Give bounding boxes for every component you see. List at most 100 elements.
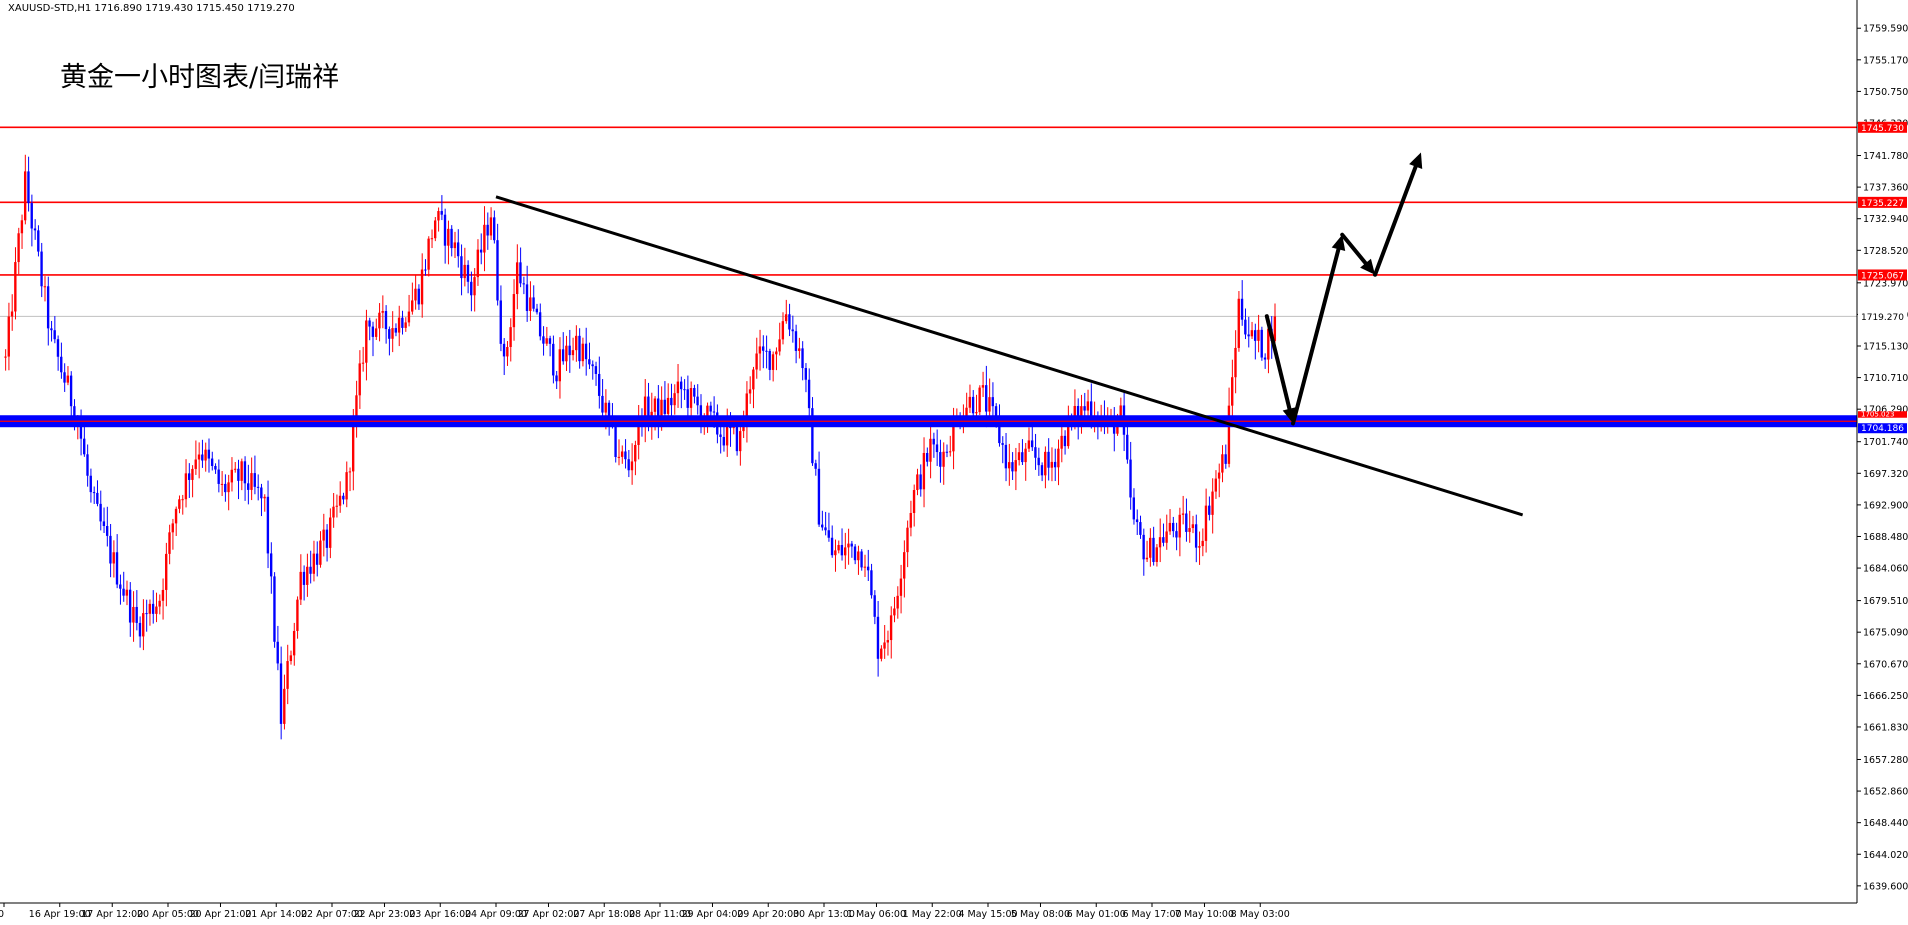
candle-body bbox=[322, 529, 325, 541]
candle-body bbox=[332, 506, 335, 518]
candle-body bbox=[132, 606, 135, 623]
candle-body bbox=[66, 375, 69, 383]
candle-body bbox=[771, 354, 775, 370]
candle-body bbox=[325, 529, 329, 548]
candle-body bbox=[63, 372, 66, 383]
candle-body bbox=[204, 449, 207, 461]
candle-body bbox=[53, 330, 56, 340]
candle-body bbox=[522, 283, 525, 285]
candle-body bbox=[348, 471, 352, 473]
candle-body bbox=[424, 269, 427, 271]
candle-body bbox=[115, 552, 119, 585]
candle-body bbox=[315, 553, 319, 565]
candle-body bbox=[1014, 460, 1017, 472]
candle-body bbox=[591, 364, 594, 367]
candle-body bbox=[906, 527, 909, 553]
candle-body bbox=[329, 517, 332, 548]
candle-body bbox=[883, 642, 886, 649]
candle-body bbox=[1188, 528, 1191, 532]
candle-body bbox=[679, 381, 683, 390]
candle-body bbox=[945, 451, 949, 453]
time-tick-label: 6 May 17:00 bbox=[1122, 909, 1181, 920]
candle-body bbox=[1073, 405, 1076, 419]
candle-body bbox=[1273, 316, 1277, 341]
candle-body bbox=[666, 397, 670, 414]
candle-body bbox=[742, 424, 745, 432]
candle-body bbox=[657, 398, 660, 423]
price-tick-label: 1710.710 bbox=[1863, 373, 1908, 384]
candle-body bbox=[834, 550, 837, 556]
candle-body bbox=[1067, 415, 1070, 447]
candle-body bbox=[14, 262, 17, 312]
candle-body bbox=[73, 406, 76, 424]
candle-body bbox=[925, 452, 929, 462]
candle-body bbox=[588, 359, 591, 365]
candle-body bbox=[1214, 478, 1217, 492]
candle-body bbox=[1037, 457, 1040, 466]
candle-body bbox=[292, 630, 296, 656]
candle-body bbox=[1155, 547, 1158, 562]
candle-body bbox=[637, 415, 640, 445]
price-tick-label: 1737.360 bbox=[1863, 183, 1908, 194]
time-tick-label: 20 Apr 05:00 bbox=[137, 909, 199, 920]
candle-body bbox=[542, 336, 545, 344]
zone-upper-tag-text: 1705.023 bbox=[1861, 411, 1894, 419]
candle-body bbox=[1250, 330, 1254, 337]
candle-body bbox=[725, 423, 729, 446]
candle-body bbox=[351, 421, 355, 472]
candle-body bbox=[105, 525, 109, 536]
candle-body bbox=[1132, 497, 1135, 520]
price-tick-label: 1648.440 bbox=[1863, 818, 1908, 829]
candle-body bbox=[96, 492, 99, 504]
candle-body bbox=[368, 320, 371, 327]
candle-body bbox=[187, 473, 191, 480]
candle-body bbox=[473, 277, 476, 296]
candle-body bbox=[575, 335, 578, 351]
candle-body bbox=[483, 224, 486, 253]
candle-body bbox=[853, 546, 857, 561]
price-tick-label: 1701.740 bbox=[1863, 437, 1908, 448]
candle-body bbox=[263, 496, 266, 499]
candle-body bbox=[1044, 451, 1047, 476]
candle-body bbox=[1126, 434, 1129, 460]
candle-body bbox=[158, 600, 161, 607]
candle-body bbox=[922, 452, 926, 490]
candle-body bbox=[89, 475, 92, 493]
candle-body bbox=[571, 350, 575, 356]
candle-body bbox=[886, 640, 889, 643]
current-price-tag-text: 1719.270 bbox=[1861, 313, 1904, 323]
candle-body bbox=[17, 233, 20, 263]
price-tick-label: 1675.090 bbox=[1863, 628, 1908, 639]
price-tick-label: 1661.830 bbox=[1863, 722, 1908, 733]
candle-body bbox=[624, 451, 627, 460]
candle-body bbox=[1050, 461, 1053, 468]
candle-body bbox=[247, 483, 250, 490]
candle-body bbox=[565, 345, 568, 362]
candle-body bbox=[1007, 462, 1011, 469]
candle-body bbox=[496, 240, 499, 301]
candle-body bbox=[443, 214, 447, 246]
overlays bbox=[0, 152, 1857, 517]
candle-body bbox=[512, 294, 516, 328]
candle-body bbox=[824, 527, 827, 531]
candle-body bbox=[299, 571, 302, 600]
candle-body bbox=[791, 329, 794, 332]
candle-body bbox=[122, 588, 125, 596]
candle-body bbox=[1227, 405, 1231, 464]
candle-body bbox=[538, 312, 542, 337]
candle-body bbox=[224, 483, 227, 493]
candle-body bbox=[663, 399, 666, 414]
candle-body bbox=[420, 269, 424, 305]
candle-body bbox=[916, 474, 919, 491]
price-tick-label: 1639.600 bbox=[1863, 881, 1908, 892]
candle-body bbox=[506, 346, 509, 357]
candle-body bbox=[985, 385, 988, 412]
candle-body bbox=[1237, 298, 1240, 348]
candle-body bbox=[125, 589, 129, 596]
candle-body bbox=[1244, 319, 1247, 335]
candle-body bbox=[479, 249, 483, 253]
candle-body bbox=[634, 444, 637, 462]
candle-body bbox=[391, 328, 394, 339]
candle-body bbox=[1152, 537, 1155, 562]
candle-body bbox=[148, 603, 151, 614]
